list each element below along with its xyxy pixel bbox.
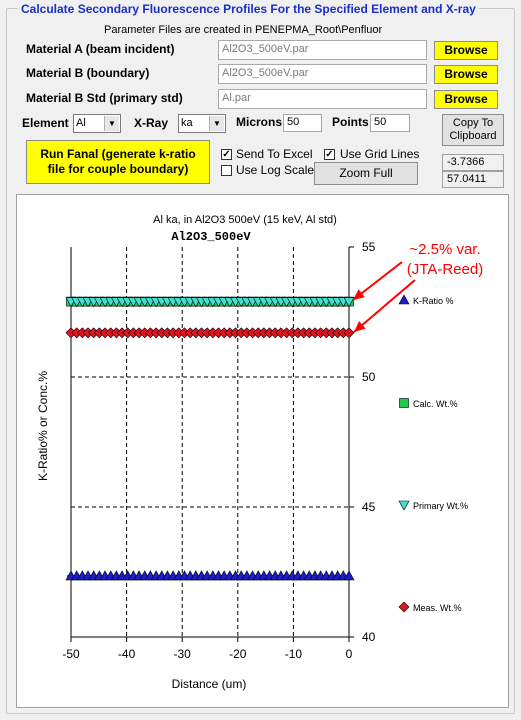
microns-field[interactable]: 50 xyxy=(283,114,322,132)
material-b-std-browse-button[interactable]: Browse xyxy=(434,90,498,109)
legend-marker xyxy=(398,601,410,613)
xray-select[interactable]: ka ▼ xyxy=(178,114,226,133)
use-log-scale-label: Use Log Scale xyxy=(236,163,315,177)
plot-area[interactable] xyxy=(16,194,509,708)
chart-title: Al ka, in Al2O3 500eV (15 keV, Al std) xyxy=(153,214,337,226)
use-log-scale-checkbox[interactable] xyxy=(221,165,232,176)
material-b-browse-button[interactable]: Browse xyxy=(434,65,498,84)
legend-marker xyxy=(398,500,410,511)
copy-to-clipboard-button[interactable]: Copy To Clipboard xyxy=(442,114,504,146)
chevron-down-icon[interactable]: ▼ xyxy=(209,116,224,131)
material-a-field[interactable]: Al2O3_500eV.par xyxy=(218,40,427,60)
material-a-label: Material A (beam incident) xyxy=(26,42,175,56)
run-fanal-button[interactable]: Run Fanal (generate k-ratio file for cou… xyxy=(26,140,210,184)
element-value: Al xyxy=(76,117,86,129)
y-axis-label: K-Ratio% or Conc.% xyxy=(36,371,50,481)
data-point-primary-wt xyxy=(343,297,355,308)
chevron-down-icon[interactable]: ▼ xyxy=(104,116,119,131)
annotation-line1: ~2.5% var. xyxy=(409,241,480,258)
cursor-y-readout: 57.0411 xyxy=(442,171,504,188)
parameter-files-note: Parameter Files are created in PENEPMA_R… xyxy=(104,24,383,36)
use-grid-lines-label: Use Grid Lines xyxy=(340,147,420,161)
legend-label: Meas. Wt.% xyxy=(413,603,462,613)
group-title: Calculate Secondary Fluorescence Profile… xyxy=(18,2,479,16)
legend-marker xyxy=(398,294,410,305)
microns-label: Microns xyxy=(236,115,283,129)
annotation: ~2.5% var. (JTA-Reed) xyxy=(352,241,483,333)
legend-label: Calc. Wt.% xyxy=(413,399,458,409)
y-tick-label: 45 xyxy=(362,500,376,514)
material-b-std-field[interactable]: Al.par xyxy=(218,89,427,109)
x-tick-label: -10 xyxy=(285,647,303,661)
xray-label: X-Ray xyxy=(134,116,169,130)
annotation-arrowhead xyxy=(354,321,366,332)
zoom-full-button[interactable]: Zoom Full xyxy=(314,162,418,185)
x-tick-label: -20 xyxy=(229,647,247,661)
legend-label: K-Ratio % xyxy=(413,296,454,306)
chart-subtitle: Al2O3_500eV xyxy=(171,230,251,244)
send-to-excel-checkbox[interactable]: ✓ xyxy=(221,149,232,160)
points-field[interactable]: 50 xyxy=(370,114,410,132)
element-select[interactable]: Al ▼ xyxy=(73,114,121,133)
use-grid-lines-checkbox[interactable]: ✓ xyxy=(324,149,335,160)
material-b-label: Material B (boundary) xyxy=(26,66,150,80)
element-label: Element xyxy=(22,116,69,130)
data-point-meas-wt xyxy=(343,327,355,339)
data-point-k-ratio xyxy=(343,570,355,581)
y-tick-label: 50 xyxy=(362,370,376,384)
points-label: Points xyxy=(332,115,369,129)
send-to-excel-label: Send To Excel xyxy=(236,147,313,161)
legend-marker xyxy=(399,398,409,408)
cursor-x-readout: -3.7366 xyxy=(442,154,504,171)
xray-value: ka xyxy=(181,117,193,129)
x-axis-label: Distance (um) xyxy=(172,677,247,691)
x-tick-label: -50 xyxy=(62,647,80,661)
legend-label: Primary Wt.% xyxy=(413,501,468,511)
material-a-browse-button[interactable]: Browse xyxy=(434,41,498,60)
annotation-arrow xyxy=(353,279,416,333)
material-b-field[interactable]: Al2O3_500eV.par xyxy=(218,64,427,84)
annotation-line2: (JTA-Reed) xyxy=(407,261,483,278)
x-tick-label: -40 xyxy=(118,647,136,661)
material-b-std-label: Material B Std (primary std) xyxy=(26,91,183,105)
plot-layer: -50 -40 -30 -20 -10 0 40 45 50 55 K-Ratio % Calc. W… xyxy=(62,240,468,661)
y-tick-label: 55 xyxy=(362,240,376,254)
y-tick-label: 40 xyxy=(362,630,376,644)
x-tick-label: 0 xyxy=(346,647,353,661)
annotation-arrowhead xyxy=(353,289,365,300)
x-tick-label: -30 xyxy=(174,647,192,661)
